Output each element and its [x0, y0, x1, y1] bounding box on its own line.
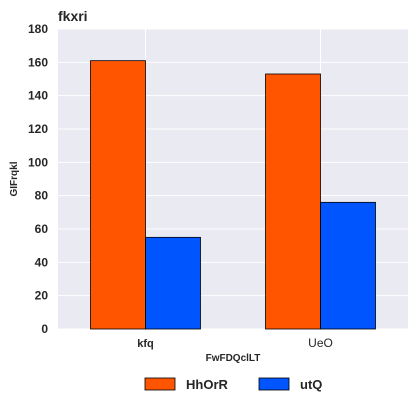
y-tick-label: 100: [28, 155, 48, 169]
y-tick-label: 160: [28, 55, 48, 69]
bar-HhOrR-kfq: [90, 60, 146, 330]
x-tick-label: UeO: [308, 336, 333, 350]
legend-label-utq: utQ: [300, 377, 322, 392]
bar-HhOrR-UeO: [265, 73, 321, 330]
y-axis-label: GIFrqkl: [9, 161, 20, 196]
bar-utQ-kfq: [145, 236, 201, 330]
y-tick-label: 60: [35, 222, 49, 236]
legend-swatch-hhorr: [144, 377, 176, 391]
y-tick-label: 140: [28, 89, 48, 103]
y-tick-label: 0: [41, 322, 48, 336]
chart-title: fkxri: [58, 8, 88, 24]
x-axis-label: FwFDQclLT: [206, 353, 261, 364]
y-tick-label: 40: [35, 255, 49, 269]
y-tick-label: 20: [35, 289, 49, 303]
y-tick-label: 120: [28, 122, 48, 136]
bar-utQ-UeO: [320, 201, 376, 330]
x-axis-ticks: kfq UeO: [137, 336, 333, 350]
x-tick-label: kfq: [137, 338, 154, 350]
y-tick-label: 180: [28, 22, 48, 36]
legend-swatch-utq: [258, 377, 290, 391]
legend-label-hhorr: HhOrR: [186, 377, 229, 392]
y-axis-ticks: 0 20 40 60 80 100 120 140 160 180: [28, 22, 48, 336]
bars: [90, 60, 376, 330]
y-tick-label: 80: [35, 189, 49, 203]
legend: HhOrR utQ: [144, 377, 322, 392]
